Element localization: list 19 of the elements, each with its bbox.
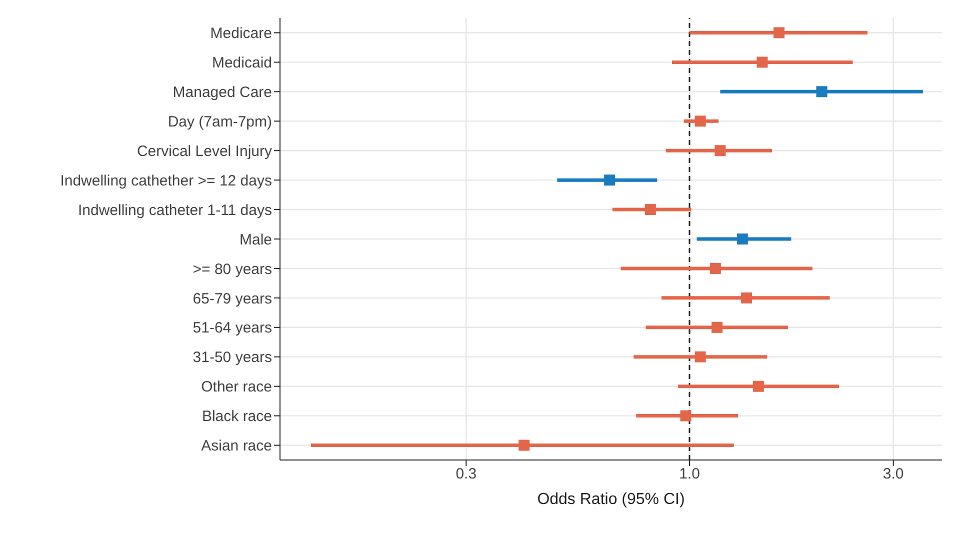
x-axis-title: Odds Ratio (95% CI): [537, 491, 685, 508]
y-tick-label: Medicaid: [212, 54, 272, 72]
y-tick-label: Black race: [202, 408, 272, 426]
y-tick-label: Indwelling cathether >= 12 days: [60, 172, 272, 190]
y-tick-label: >= 80 years: [192, 260, 272, 278]
y-tick-label: Cervical Level Injury: [136, 142, 272, 160]
y-tick-label: Indwelling catheter 1-11 days: [78, 202, 272, 219]
x-tick-label: 1.0: [679, 466, 700, 483]
y-tick-label: 51-64 years: [192, 320, 272, 337]
x-tick-label: 0.3: [456, 466, 477, 483]
y-tick-label: Asian race: [201, 438, 272, 455]
y-tick-label: 31-50 years: [192, 349, 272, 366]
y-tick-label: Managed Care: [172, 84, 272, 101]
y-tick-label: Male: [239, 231, 272, 248]
y-tick-label: 65-79 years: [192, 290, 272, 308]
y-tick-label: Day (7am-7pm): [168, 113, 272, 130]
x-tick-label: 3.0: [882, 466, 904, 483]
y-tick-label: Other race: [201, 378, 272, 396]
y-tick-label: Medicare: [210, 25, 272, 42]
